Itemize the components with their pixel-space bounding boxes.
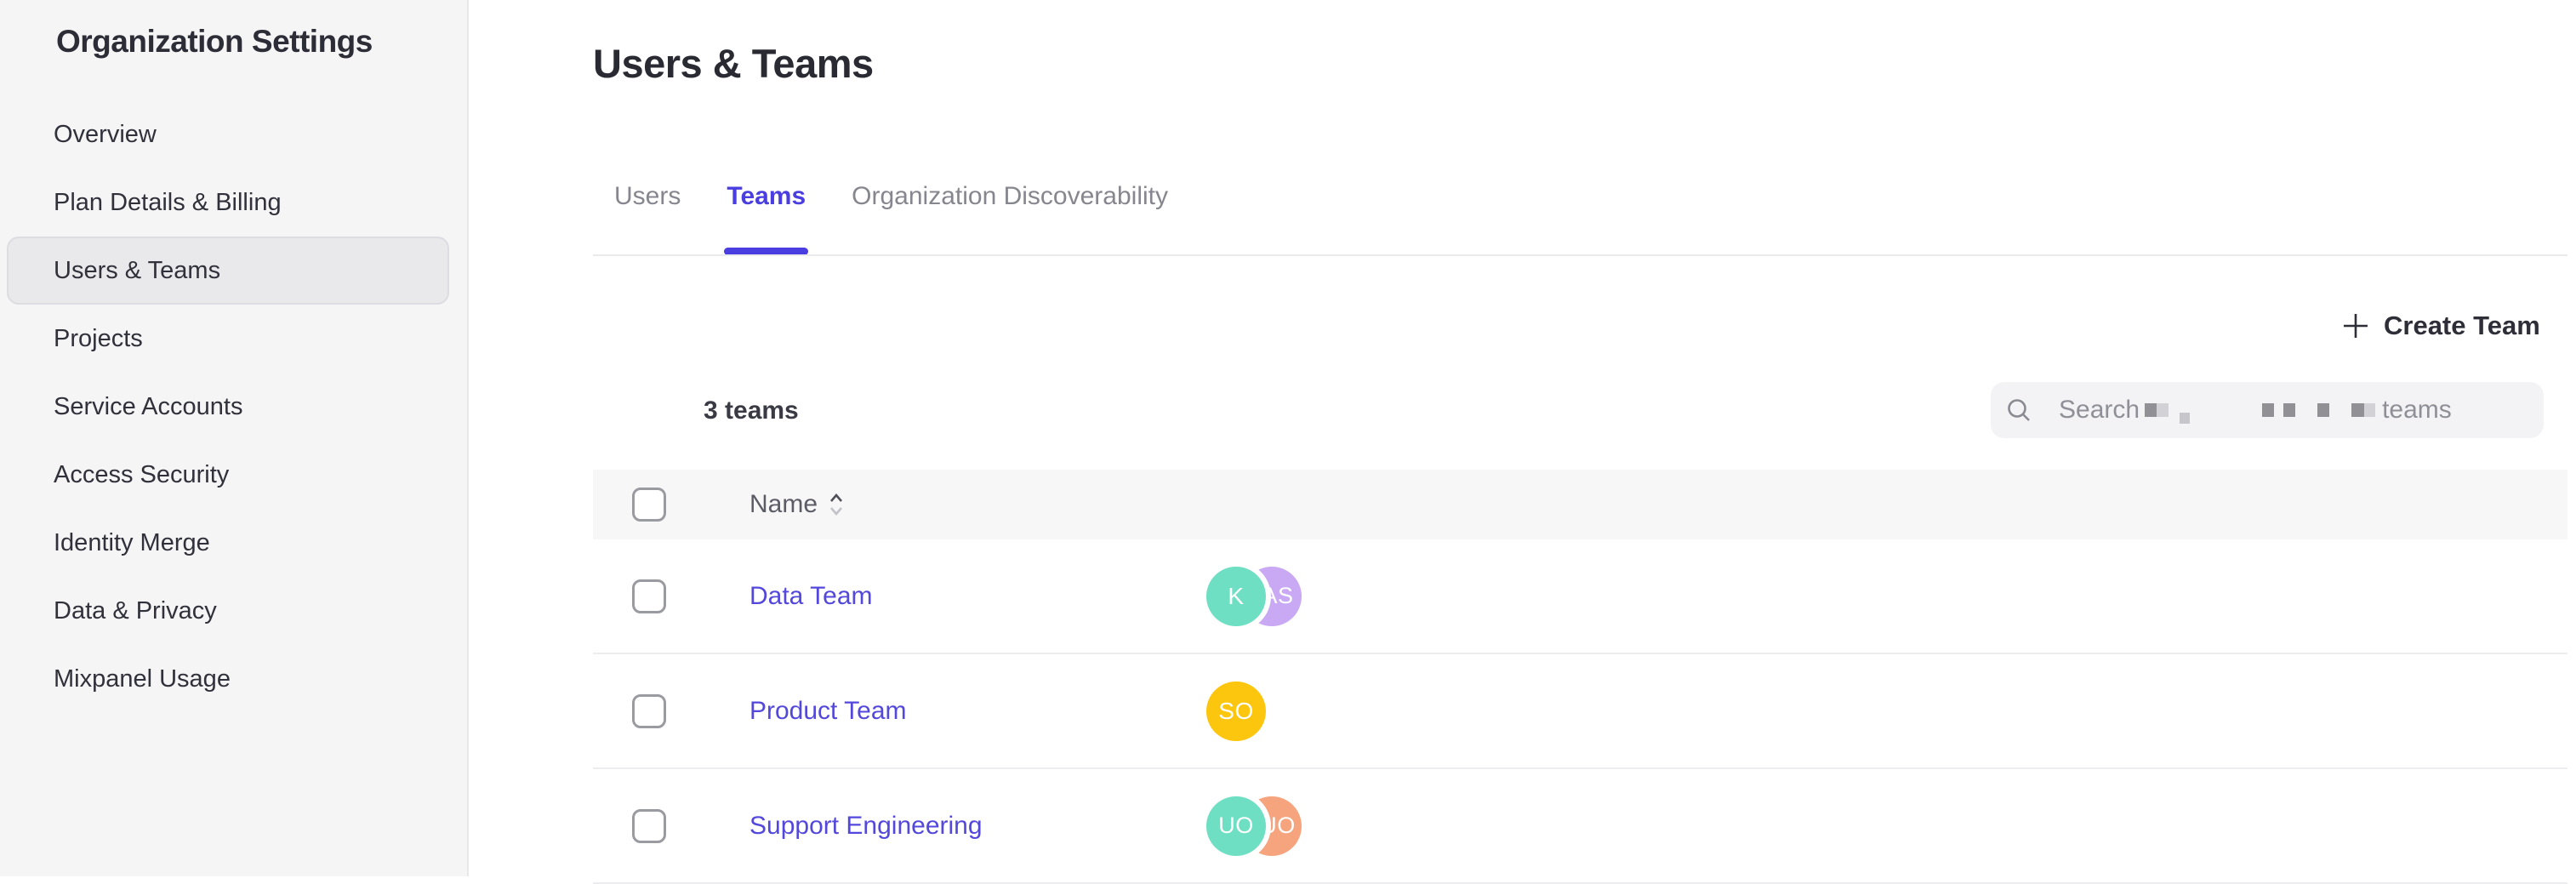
tab-bar: Users Teams Organization Discoverability [614,182,1168,255]
sidebar-item-identity-merge[interactable]: Identity Merge [54,528,210,556]
sidebar-item-overview[interactable]: Overview [54,120,157,148]
sidebar-item-data-privacy[interactable]: Data & Privacy [54,596,217,625]
redacted-text-block [2262,403,2275,417]
teams-count: 3 teams [704,396,799,425]
member-avatars: AS K [1206,566,1308,626]
row-checkbox[interactable] [632,579,666,613]
avatar: SO [1206,681,1266,741]
row-checkbox[interactable] [632,693,666,728]
team-name-link[interactable]: Data Team [749,581,873,610]
avatar: K [1206,566,1266,626]
create-team-label: Create Team [2384,311,2540,340]
tab-teams[interactable]: Teams [724,182,808,255]
sort-arrows-icon[interactable] [828,492,845,517]
column-header-name[interactable]: Name [749,490,818,518]
teams-table: Name Data Team AS K Product Team SO Supp… [593,470,2567,884]
member-avatars: UO UO [1206,796,1308,856]
plus-icon [2341,311,2370,340]
search-input[interactable]: Search teams [1991,382,2544,438]
member-avatars: SO [1206,681,1308,741]
create-team-button[interactable]: Create Team [2341,306,2540,345]
team-name-link[interactable]: Product Team [749,696,907,725]
redacted-text-block [2283,403,2296,417]
row-checkbox[interactable] [632,808,666,843]
sidebar-item-plan-details-billing[interactable]: Plan Details & Billing [54,188,282,216]
sidebar-item-users-teams[interactable]: Users & Teams [7,237,449,305]
page-title: Users & Teams [593,41,874,86]
sidebar-item-mixpanel-usage[interactable]: Mixpanel Usage [54,664,231,693]
redacted-text-block [2351,403,2365,417]
tab-users[interactable]: Users [614,182,681,210]
tab-organization-discoverability[interactable]: Organization Discoverability [852,182,1168,210]
redacted-text-block [2157,403,2169,417]
redacted-text-block [2317,403,2330,417]
sidebar-item-access-security[interactable]: Access Security [54,460,230,488]
search-placeholder-suffix: teams [2382,396,2452,424]
sidebar-item-projects[interactable]: Projects [54,324,143,352]
sidebar: Organization Settings Overview Plan Deta… [0,0,469,876]
sidebar-title: Organization Settings [56,24,373,59]
sidebar-nav: Overview Plan Details & Billing Users & … [0,100,467,713]
tab-divider [593,254,2567,256]
table-row: Support Engineering UO UO [593,769,2567,884]
select-all-checkbox[interactable] [632,488,666,522]
search-placeholder-prefix: Search [2059,396,2140,424]
table-row: Data Team AS K [593,539,2567,654]
table-header-row: Name [593,470,2567,539]
redacted-text-block [2180,412,2191,424]
redacted-text-block [2145,403,2157,417]
table-row: Product Team SO [593,654,2567,769]
sidebar-item-service-accounts[interactable]: Service Accounts [54,392,243,420]
avatar: UO [1206,796,1266,856]
magnifier-icon [2006,397,2032,423]
redacted-text-block [2364,403,2376,417]
team-name-link[interactable]: Support Engineering [749,811,983,840]
